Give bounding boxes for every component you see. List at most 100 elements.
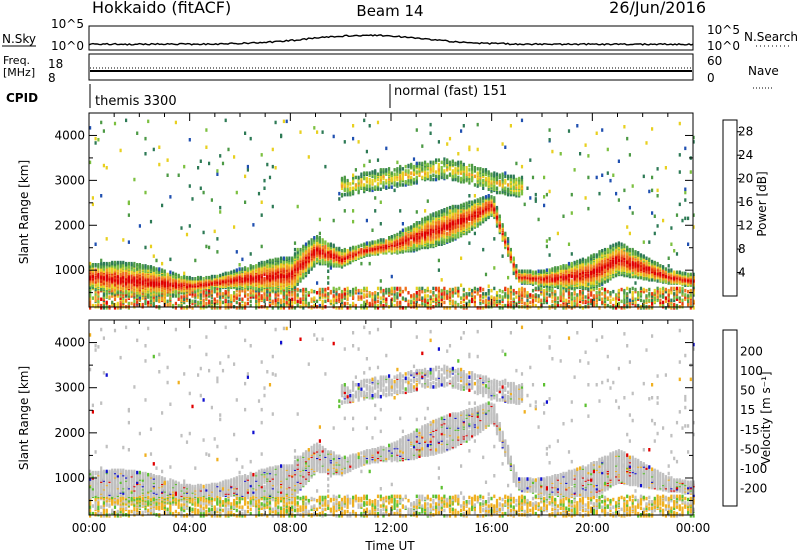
power-cell	[385, 147, 387, 151]
power-cell	[416, 287, 418, 291]
power-cell	[191, 197, 193, 201]
power-cell	[311, 241, 313, 245]
power-cell	[139, 263, 141, 267]
power-cell	[352, 124, 354, 128]
power-cell	[349, 251, 351, 255]
power-cell	[167, 300, 169, 304]
power-cell	[324, 288, 326, 292]
power-cell	[510, 175, 512, 179]
power-cell	[410, 163, 412, 167]
power-cell	[244, 201, 246, 205]
power-cell	[255, 264, 257, 268]
power-cell	[457, 152, 459, 156]
beam-label: Beam 14	[356, 2, 423, 20]
power-cell	[250, 137, 252, 141]
power-cell	[216, 275, 218, 279]
power-cell	[441, 166, 443, 170]
power-cell	[158, 163, 160, 167]
power-cell	[305, 294, 307, 298]
power-cell	[169, 282, 171, 286]
power-cell	[524, 270, 526, 274]
power-cell	[374, 298, 376, 302]
power-cell	[399, 165, 401, 169]
power-cell	[363, 164, 365, 168]
power-cell	[471, 170, 473, 174]
power-cell	[327, 292, 329, 296]
power-cell	[369, 171, 371, 175]
power-cell	[294, 294, 296, 298]
power-cell	[183, 298, 185, 302]
power-cell	[515, 192, 517, 196]
power-cell	[297, 248, 299, 252]
power-cell	[338, 197, 340, 201]
power-cell	[385, 298, 387, 302]
power-cell	[214, 298, 216, 302]
power-cell	[358, 245, 360, 249]
power-cell	[133, 303, 135, 307]
power-cell	[297, 288, 299, 292]
power-cell	[513, 272, 515, 276]
power-cell	[305, 288, 307, 292]
power-cell	[471, 167, 473, 171]
power-cell	[385, 239, 387, 243]
power-cell	[468, 292, 470, 296]
power-cell	[294, 298, 296, 302]
power-cell	[504, 146, 506, 150]
power-cell	[407, 303, 409, 307]
power-cell	[477, 288, 479, 292]
power-cell	[186, 294, 188, 298]
power-cell	[438, 303, 440, 307]
power-cell	[352, 209, 354, 213]
power-cell	[435, 178, 437, 182]
power-cell	[432, 298, 434, 302]
power-cell	[244, 266, 246, 270]
power-cell	[479, 287, 481, 291]
freq-strip-frame	[89, 54, 693, 80]
power-cell	[313, 126, 315, 130]
power-cell	[430, 167, 432, 171]
power-cell	[477, 123, 479, 127]
power-cell	[178, 298, 180, 302]
power-cell	[319, 218, 321, 222]
power-cell	[377, 178, 379, 182]
power-cell	[153, 302, 155, 306]
power-cell	[441, 278, 443, 282]
power-cell	[443, 176, 445, 180]
power-cell	[316, 291, 318, 295]
power-cell	[294, 301, 296, 305]
power-cell	[344, 302, 346, 306]
power-cell	[244, 175, 246, 179]
power-cell	[474, 199, 476, 203]
power-cell	[416, 210, 418, 214]
power-cell	[443, 301, 445, 305]
power-cell	[521, 287, 523, 291]
power-cell	[324, 245, 326, 249]
power-cell	[344, 140, 346, 144]
power-cell	[435, 158, 437, 162]
power-cell	[441, 169, 443, 173]
power-cell	[236, 268, 238, 272]
power-cell	[443, 208, 445, 212]
power-cell	[239, 267, 241, 271]
power-cell	[493, 266, 495, 270]
power-cell	[266, 298, 268, 302]
power-cell	[513, 292, 515, 296]
power-cell	[405, 169, 407, 173]
power-cell	[446, 232, 448, 236]
power-cell	[452, 288, 454, 292]
power-cell	[474, 183, 476, 187]
power-cell	[474, 232, 476, 236]
power-cell	[161, 204, 163, 208]
power-cell	[388, 236, 390, 240]
power-cell	[258, 303, 260, 307]
power-cell	[446, 210, 448, 214]
power-cell	[233, 155, 235, 159]
power-cell	[385, 288, 387, 292]
power-cell	[92, 263, 94, 267]
power-cell	[352, 174, 354, 178]
power-cell	[502, 295, 504, 299]
power-cell	[316, 258, 318, 262]
power-cell	[371, 170, 373, 174]
power-cell	[391, 287, 393, 291]
power-cell	[493, 287, 495, 291]
